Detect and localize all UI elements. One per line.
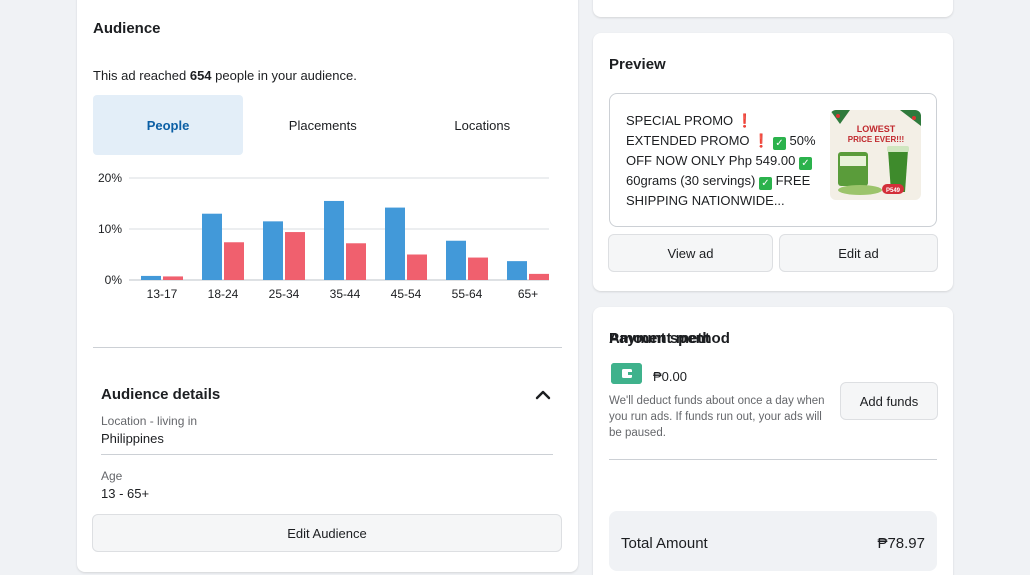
bar-women-35-44[interactable]	[346, 243, 366, 280]
thumb-text: LOWEST	[857, 124, 896, 134]
x-tick-label: 35-44	[330, 287, 361, 301]
tab-placements[interactable]: Placements	[288, 117, 357, 133]
x-tick-label: 65+	[518, 287, 538, 301]
payment-card: Payment method ₱0.00 We'll deduct funds …	[593, 307, 953, 575]
x-tick-label: 55-64	[452, 287, 483, 301]
x-tick-label: 25-34	[269, 287, 300, 301]
ad-text-part: 50% OFF NOW ONLY Php 549.00	[626, 133, 816, 168]
bar-women-65+[interactable]	[529, 273, 549, 280]
y-tick-label: 20%	[98, 172, 122, 185]
bar-women-45-54[interactable]	[407, 254, 427, 281]
top-card-stub	[593, 0, 953, 17]
divider	[609, 459, 937, 460]
check-icon: ✓	[798, 157, 812, 170]
exclamation-icon: ❗	[753, 133, 770, 148]
x-tick-label: 18-24	[208, 287, 239, 301]
x-tick-label: 45-54	[391, 287, 422, 301]
location-label: Location - living in	[101, 414, 198, 428]
bar-men-45-54[interactable]	[385, 207, 405, 280]
preview-card: Preview SPECIAL PROMO ❗ EXTENDED PROMO ❗…	[593, 33, 953, 291]
ad-text-part: FREE SHIPPING NATIONWIDE...	[626, 173, 811, 208]
bar-men-35-44[interactable]	[324, 200, 344, 280]
y-tick-label: 0%	[105, 273, 123, 287]
add-funds-button[interactable]: Add funds	[840, 382, 938, 420]
ad-thumbnail: LOWEST PRICE EVER!!! P549	[830, 110, 921, 200]
preview-title: Preview	[609, 56, 666, 73]
reach-prefix: This ad reached	[93, 68, 190, 83]
divider	[93, 347, 562, 348]
audience-bar-chart: 0% 10% 20% 13-17 18-24 25-34 35-44 45-54 55-64 65…	[98, 172, 549, 301]
payment-title: Payment method	[609, 330, 730, 347]
bar-women-13-17[interactable]	[163, 276, 183, 280]
age-value: 13 - 65+	[101, 486, 150, 501]
tab-people[interactable]: People	[93, 95, 243, 155]
thumb-price: P549	[886, 188, 901, 194]
audience-tabs: People Placements Locations	[93, 95, 562, 155]
y-tick-label: 10%	[98, 222, 122, 236]
location-value: Philippines	[101, 431, 164, 446]
ad-text-part: EXTENDED PROMO	[626, 133, 754, 148]
total-amount-label: Total Amount	[621, 535, 708, 552]
x-tick-label: 13-17	[147, 287, 178, 301]
ad-text-part: SPECIAL PROMO	[626, 113, 737, 128]
thumb-text: PRICE EVER!!!	[848, 135, 904, 144]
amount-spent-title: Amount spent	[609, 330, 710, 347]
total-amount-value: ₱78.97	[877, 535, 925, 552]
bar-women-25-34[interactable]	[285, 232, 305, 280]
balance-value: ₱0.00	[653, 369, 687, 384]
wallet-icon	[611, 363, 642, 384]
reach-suffix: people in your audience.	[211, 68, 357, 83]
ad-text: SPECIAL PROMO ❗ EXTENDED PROMO ❗ ✓ 50% O…	[626, 111, 822, 211]
bar-women-18-24[interactable]	[224, 242, 244, 280]
ad-preview-box[interactable]: SPECIAL PROMO ❗ EXTENDED PROMO ❗ ✓ 50% O…	[609, 93, 937, 227]
exclamation-icon: ❗	[736, 113, 753, 128]
check-icon: ✓	[758, 177, 772, 190]
audience-card: Audience This ad reached 654 people in y…	[77, 0, 578, 572]
audience-title: Audience	[93, 20, 161, 37]
view-ad-button[interactable]: View ad	[608, 234, 773, 272]
reach-count: 654	[189, 68, 212, 83]
check-icon: ✓	[772, 137, 786, 150]
audience-details-title: Audience details	[101, 386, 221, 403]
age-label: Age	[101, 469, 123, 483]
bar-men-25-34[interactable]	[263, 221, 283, 280]
bar-men-55-64[interactable]	[446, 240, 466, 280]
edit-audience-button[interactable]: Edit Audience	[92, 514, 562, 552]
bar-women-55-64[interactable]	[468, 257, 488, 280]
divider	[101, 454, 553, 455]
bar-men-65+[interactable]	[507, 261, 527, 280]
edit-ad-button[interactable]: Edit ad	[779, 234, 938, 272]
bar-men-13-17[interactable]	[141, 275, 161, 280]
payment-note: We'll deduct funds about once a day when…	[609, 395, 825, 439]
bar-men-18-24[interactable]	[202, 213, 222, 280]
tab-locations[interactable]: Locations	[454, 117, 511, 133]
total-amount-box: Total Amount ₱78.97	[609, 511, 937, 571]
ad-text-part: 60grams (30 servings)	[626, 173, 759, 188]
reach-summary: This ad reached 654 people in your audie…	[93, 68, 357, 83]
chevron-up-icon[interactable]	[533, 386, 553, 402]
